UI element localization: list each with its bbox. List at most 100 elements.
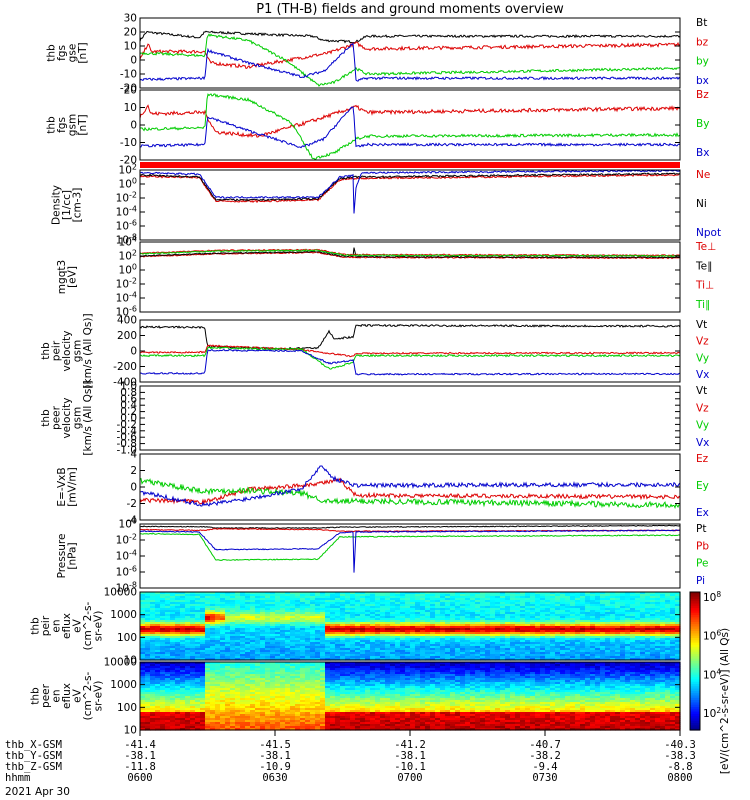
spectrogram-cell xyxy=(235,602,241,605)
spectrogram-cell xyxy=(610,596,616,599)
spectrogram-cell xyxy=(525,598,531,601)
spectrogram-cell xyxy=(245,682,251,685)
spectrogram-cell xyxy=(385,634,391,637)
spectrogram-cell xyxy=(150,622,156,625)
spectrogram-cell xyxy=(195,708,201,711)
spectrogram-cell xyxy=(480,598,486,601)
spectrogram-cell xyxy=(415,592,421,595)
spectrogram-cell xyxy=(325,650,331,653)
spectrogram-cell xyxy=(365,644,371,647)
spectrogram-cell xyxy=(535,634,541,637)
spectrogram-cell xyxy=(240,640,246,643)
spectrogram-cell xyxy=(280,680,286,683)
spectrogram-cell xyxy=(155,700,161,703)
spectrogram-cell xyxy=(575,634,581,637)
spectrogram-cell xyxy=(605,638,611,641)
spectrogram-cell xyxy=(305,594,311,597)
spectrogram-cell xyxy=(180,670,186,673)
spectrogram-cell xyxy=(275,596,281,599)
spectrogram-cell xyxy=(215,642,221,645)
spectrogram-cell xyxy=(280,682,286,685)
spectrogram-cell xyxy=(280,648,286,651)
spectrogram-cell xyxy=(170,630,176,633)
spectrogram-cell xyxy=(665,604,671,607)
spectrogram-cell xyxy=(295,612,301,615)
spectrogram-cell xyxy=(660,634,666,637)
spectrogram-cell xyxy=(285,596,291,599)
spectrogram-cell xyxy=(630,610,636,613)
spectrogram-cell xyxy=(490,602,496,605)
spectrogram-cell xyxy=(565,610,571,613)
spectrogram-cell xyxy=(275,594,281,597)
spectrogram-cell xyxy=(230,658,236,661)
spectrogram-cell xyxy=(225,698,231,701)
spectrogram-cell xyxy=(250,702,256,705)
spectrogram-cell xyxy=(615,654,621,657)
spectrogram-cell xyxy=(490,648,496,651)
spectrogram-cell xyxy=(545,598,551,601)
spectrogram-cell xyxy=(255,614,261,617)
spectrogram-cell xyxy=(230,694,236,697)
spectrogram-cell xyxy=(175,640,181,643)
spectrogram-cell xyxy=(675,600,681,603)
spectrogram-cell xyxy=(255,676,261,679)
spectrogram-cell xyxy=(395,650,401,653)
spectrogram-cell xyxy=(245,646,251,649)
spectrogram-cell xyxy=(430,592,436,595)
spectrogram-cell xyxy=(190,726,196,729)
spectrogram-cell xyxy=(160,614,166,617)
spectrogram-cell xyxy=(405,628,411,631)
spectrogram-cell xyxy=(225,670,231,673)
spectrogram-cell xyxy=(615,626,621,629)
spectrogram-cell xyxy=(565,614,571,617)
spectrogram-cell xyxy=(510,618,516,621)
spectrogram-cell xyxy=(470,632,476,635)
spectrogram-cell xyxy=(530,604,536,607)
spectrogram-cell xyxy=(575,658,581,661)
spectrogram-cell xyxy=(320,618,326,621)
spectrogram-cell xyxy=(660,644,666,647)
spectrogram-cell xyxy=(400,638,406,641)
spectrogram-cell xyxy=(445,610,451,613)
spectrogram-cell xyxy=(525,654,531,657)
spectrogram-cell xyxy=(205,714,211,717)
spectrogram-cell xyxy=(275,624,281,627)
spectrogram-cell xyxy=(470,646,476,649)
spectrogram-cell xyxy=(560,610,566,613)
spectrogram-cell xyxy=(445,600,451,603)
spectrogram-cell xyxy=(235,650,241,653)
spectrogram-cell xyxy=(240,624,246,627)
spectrogram-cell xyxy=(415,602,421,605)
spectrogram-cell xyxy=(285,602,291,605)
spectrogram-cell xyxy=(165,598,171,601)
spectrogram-cell xyxy=(250,726,256,729)
spectrogram-cell xyxy=(525,656,531,659)
spectrogram-cell xyxy=(240,676,246,679)
spectrogram-cell xyxy=(185,648,191,651)
spectrogram-cell xyxy=(490,592,496,595)
spectrogram-cell xyxy=(200,640,206,643)
spectrogram-cell xyxy=(575,598,581,601)
spectrogram-cell xyxy=(650,618,656,621)
spectrogram-cell xyxy=(370,602,376,605)
spectrogram-cell xyxy=(275,636,281,639)
spectrogram-cell xyxy=(365,646,371,649)
spectrogram-cell xyxy=(520,652,526,655)
spectrogram-cell xyxy=(675,614,681,617)
spectrogram-cell xyxy=(175,702,181,705)
spectrogram-cell xyxy=(580,646,586,649)
spectrogram-cell xyxy=(610,592,616,595)
spectrogram-cell xyxy=(260,686,266,689)
spectrogram-cell xyxy=(610,646,616,649)
spectrogram-cell xyxy=(190,704,196,707)
spectrogram-cell xyxy=(495,600,501,603)
spectrogram-cell xyxy=(505,640,511,643)
spectrogram-cell xyxy=(385,618,391,621)
spectrogram-cell xyxy=(515,654,521,657)
spectrogram-cell xyxy=(450,638,456,641)
spectrogram-cell xyxy=(405,634,411,637)
spectrogram-cell xyxy=(205,602,211,605)
spectrogram-cell xyxy=(235,596,241,599)
spectrogram-cell xyxy=(190,600,196,603)
spectrogram-cell xyxy=(455,596,461,599)
